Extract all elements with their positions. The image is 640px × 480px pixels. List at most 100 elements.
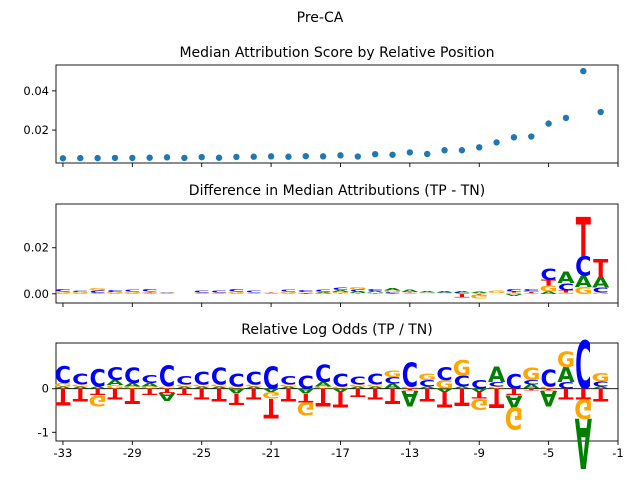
- data-point: [77, 154, 84, 162]
- logo-letter-G: G: [123, 386, 141, 390]
- logo-letter-C: C: [332, 370, 348, 391]
- logo-letter-G: G: [89, 391, 107, 408]
- logo-letter-T: T: [489, 382, 504, 414]
- logo-letter-A: A: [245, 292, 263, 293]
- logo-letter-A: A: [575, 272, 592, 291]
- logo-letter-A: A: [106, 293, 124, 294]
- logo-letter-C: C: [89, 366, 105, 393]
- logo-letter-T: T: [142, 387, 158, 398]
- logo-letter-T: T: [142, 292, 158, 293]
- logo-letter-C: C: [540, 265, 556, 284]
- logo-letter-G: G: [453, 293, 471, 294]
- logo-letter-C: C: [315, 361, 331, 388]
- logo-letter-C: C: [506, 288, 522, 293]
- logo-letter-A: A: [523, 293, 541, 294]
- logo-letter-A: A: [471, 388, 489, 394]
- logo-letter-T: T: [246, 385, 261, 402]
- logo-letter-G: G: [314, 291, 332, 293]
- logo-letter-G: G: [435, 378, 453, 392]
- logo-letter-C: C: [298, 290, 314, 293]
- logo-letter-C: C: [488, 381, 504, 388]
- logo-letter-C: C: [540, 366, 556, 392]
- logo-letter-T: T: [558, 290, 573, 294]
- logo-letter-G: G: [175, 384, 193, 388]
- data-point: [580, 67, 587, 75]
- logo-letter-A: A: [540, 291, 558, 295]
- data-point: [111, 154, 119, 162]
- data-point: [267, 153, 275, 160]
- logo-letter-A: A: [575, 402, 592, 480]
- x-tick-label: -17: [331, 446, 350, 460]
- logo-letter-C: C: [55, 363, 71, 389]
- logo-letter-C: C: [72, 371, 88, 388]
- data-point: [597, 108, 604, 116]
- logo-letter-G: G: [54, 382, 72, 388]
- logo-letter-C: C: [558, 380, 574, 391]
- logo-letter-A: A: [89, 293, 107, 294]
- logo-letter-T: T: [73, 384, 88, 405]
- logo-letter-G: G: [383, 369, 401, 380]
- logo-letter-T: T: [576, 206, 591, 269]
- logo-letter-G: G: [470, 395, 488, 412]
- logo-letter-T: T: [55, 383, 71, 409]
- logo-letter-C: C: [402, 356, 418, 395]
- data-point: [476, 144, 483, 151]
- logo-letter-G: G: [505, 292, 523, 294]
- logo-letter-G: G: [227, 291, 245, 293]
- logo-letter-A: A: [158, 293, 176, 294]
- logo-letter-G: G: [522, 290, 540, 292]
- logo-letter-A: A: [297, 387, 314, 395]
- logo-letter-T: T: [437, 386, 452, 410]
- logo-letter-C: C: [558, 282, 574, 294]
- logo-letter-G: G: [158, 292, 176, 293]
- logo-letter-G: G: [470, 293, 488, 300]
- logo-letter-C: C: [350, 289, 366, 292]
- y-tick-label: 0.02: [23, 241, 49, 255]
- panel1-title: Median Attribution Score by Relative Pos…: [179, 45, 494, 61]
- logo-letter-A: A: [89, 386, 107, 390]
- data-point: [510, 134, 518, 141]
- logo-letter-G: G: [574, 393, 592, 425]
- figure-suptitle: Pre-CA: [297, 10, 344, 26]
- logo-letter-A: A: [228, 293, 246, 294]
- logo-letter-T: T: [264, 392, 279, 424]
- logo-letter-C: C: [194, 290, 210, 293]
- data-point: [389, 151, 396, 158]
- logo-letter-A: A: [210, 386, 228, 390]
- logo-letter-T: T: [541, 388, 556, 392]
- logo-letter-G: G: [297, 398, 315, 419]
- panel1-y-axis: 0.02 0.04: [23, 84, 56, 137]
- logo-letter-A: A: [505, 391, 523, 411]
- data-point: [354, 153, 362, 160]
- logo-letter-T: T: [333, 386, 348, 410]
- data-point: [319, 153, 327, 160]
- x-tick-label: -33: [54, 446, 73, 460]
- logo-letter-A: A: [193, 386, 211, 390]
- y-tick-label: 0.02: [23, 123, 49, 137]
- panel3-x-axis: -33 -29 -25 -21 -17 -13 -9 -5 -1: [54, 441, 624, 460]
- logo-letter-G: G: [383, 290, 401, 292]
- logo-letter-T: T: [524, 388, 539, 392]
- logo-letter-G: G: [401, 386, 419, 390]
- logo-letter-A: A: [193, 293, 211, 294]
- logo-letter-G: G: [592, 371, 610, 385]
- logo-letter-C: C: [159, 292, 175, 293]
- logo-letter-T: T: [593, 254, 609, 284]
- logo-letter-C: C: [384, 292, 400, 294]
- logo-letter-C: C: [454, 292, 470, 294]
- x-tick-label: -13: [400, 446, 419, 460]
- logo-letter-C: C: [107, 363, 123, 384]
- logo-letter-T: T: [506, 387, 522, 398]
- x-tick-label: -5: [543, 446, 554, 460]
- logo-letter-C: C: [454, 373, 470, 390]
- logo-letter-C: C: [142, 288, 158, 292]
- logo-letter-C: C: [506, 371, 522, 393]
- logo-letter-A: A: [401, 289, 419, 294]
- logo-letter-C: C: [159, 361, 175, 395]
- logo-letter-G: G: [141, 386, 159, 390]
- logo-letter-C: C: [246, 290, 262, 293]
- logo-letter-C: C: [350, 375, 366, 387]
- panel-relative-log-odds: Relative Log Odds (TP / TN) -1 0 -33 -29 -2…: [38, 322, 624, 480]
- logo-letter-T: T: [506, 291, 522, 293]
